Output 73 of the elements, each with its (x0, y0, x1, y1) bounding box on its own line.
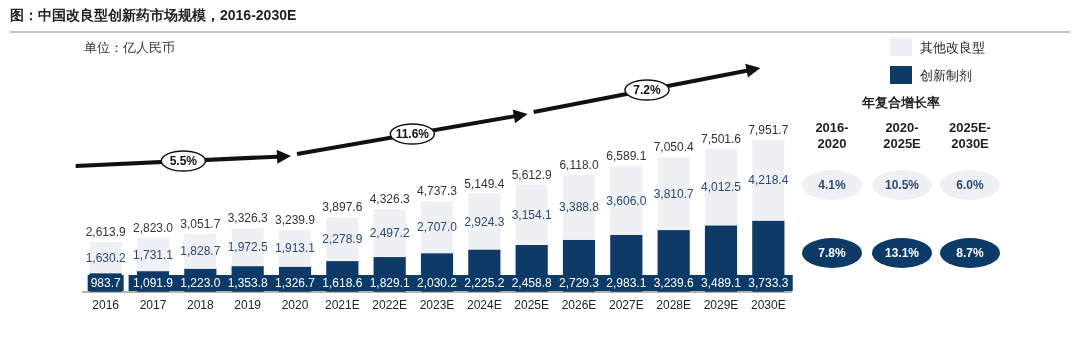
x-tick-label: 2027E (608, 298, 644, 312)
data-label: 1,618.6 (322, 276, 363, 290)
x-tick-label: 2017 (139, 298, 167, 312)
data-label: 3,154.1 (511, 207, 553, 222)
data-label: 4,218.4 (748, 173, 789, 188)
data-label: 3,388.8 (558, 200, 600, 215)
text: 13.1% (884, 246, 920, 260)
text: 年复合增长率 (861, 95, 940, 110)
total-label: 3,897.6 (322, 200, 363, 215)
total-label: 7,951.7 (748, 123, 789, 137)
data-label: 2,924.3 (464, 214, 505, 229)
data-label: 3,239.6 (653, 276, 695, 290)
total-label: 2,613.9 (85, 225, 127, 240)
data-label: 2,225.2 (464, 276, 505, 290)
data-label: 1,630.2 (85, 250, 127, 265)
x-tick-label: 2016 (92, 298, 120, 312)
text: 2025E-2030E (949, 120, 991, 151)
data-label: 1,829.1 (369, 276, 411, 290)
text: 10.5% (884, 178, 920, 192)
total-label: 7,050.4 (653, 140, 695, 155)
legend-label: 创新制剂 (920, 68, 972, 83)
data-label: 3,606.0 (606, 193, 647, 208)
total-label: 4,737.3 (416, 184, 458, 199)
text: 4.1% (818, 178, 846, 192)
total-label: 6,118.0 (559, 158, 599, 173)
x-tick-label: 2022E (372, 298, 408, 312)
data-label: 983.7 (90, 276, 122, 290)
text: 8.7% (956, 246, 984, 260)
data-label: 2,707.0 (416, 220, 458, 235)
data-label: 1,913.1 (274, 241, 316, 256)
x-tick-label: 2021E (324, 298, 360, 312)
x-tick-label: 2030E (750, 298, 786, 312)
text: 6.0% (956, 178, 984, 192)
x-tick-label: 2025E (514, 298, 550, 312)
annotation: 5.5% (169, 154, 198, 168)
total-label: 6,589.1 (606, 149, 647, 164)
x-tick-label: 2023E (419, 298, 455, 312)
x-tick-label: 2018 (186, 298, 214, 312)
data-label: 3,489.1 (700, 276, 742, 290)
data-label: 4,012.5 (700, 179, 742, 194)
data-label: 2,458.8 (511, 276, 553, 290)
text: 2016-2020 (815, 120, 849, 151)
total-label: 3,051.7 (180, 216, 221, 231)
chart-subtitle: 单位：亿人民币 (84, 40, 175, 55)
total-label: 2,823.0 (132, 221, 174, 236)
data-label: 2,030.2 (416, 276, 458, 290)
chart-title: 图：中国改良型创新药市场规模，2016-2030E (10, 7, 297, 23)
data-label: 2,729.3 (558, 276, 600, 290)
text: 7.2% (633, 83, 661, 97)
x-tick-label: 2019 (234, 298, 262, 312)
total-label: 3,239.9 (274, 213, 316, 228)
data-label: 2,497.2 (369, 226, 411, 241)
x-tick-label: 2029E (703, 298, 739, 312)
legend-label: 其他改良型 (920, 40, 985, 55)
total-label: 7,501.6 (700, 131, 742, 146)
x-tick-label: 2024E (466, 298, 502, 312)
data-label: 3,810.7 (653, 186, 695, 201)
x-tick-label: 2026E (561, 298, 597, 312)
total-label: 5,612.9 (511, 167, 553, 182)
x-tick-label: 2020 (281, 298, 309, 312)
data-label: 3,733.3 (748, 276, 789, 290)
total-label: 5,149.4 (464, 176, 505, 191)
data-label: 2,983.1 (606, 276, 647, 290)
total-label: 4,326.3 (369, 192, 411, 207)
data-label: 1,972.5 (227, 240, 269, 255)
text: 7.8% (818, 246, 846, 260)
data-label: 2,278.9 (322, 232, 363, 247)
data-label: 1,828.7 (180, 244, 221, 259)
data-label: 1,731.1 (132, 247, 174, 262)
text: 2020-2025E (883, 120, 922, 151)
annotation: 11.6% (395, 127, 430, 141)
x-tick-label: 2028E (656, 298, 692, 312)
total-label: 3,326.3 (227, 211, 269, 226)
